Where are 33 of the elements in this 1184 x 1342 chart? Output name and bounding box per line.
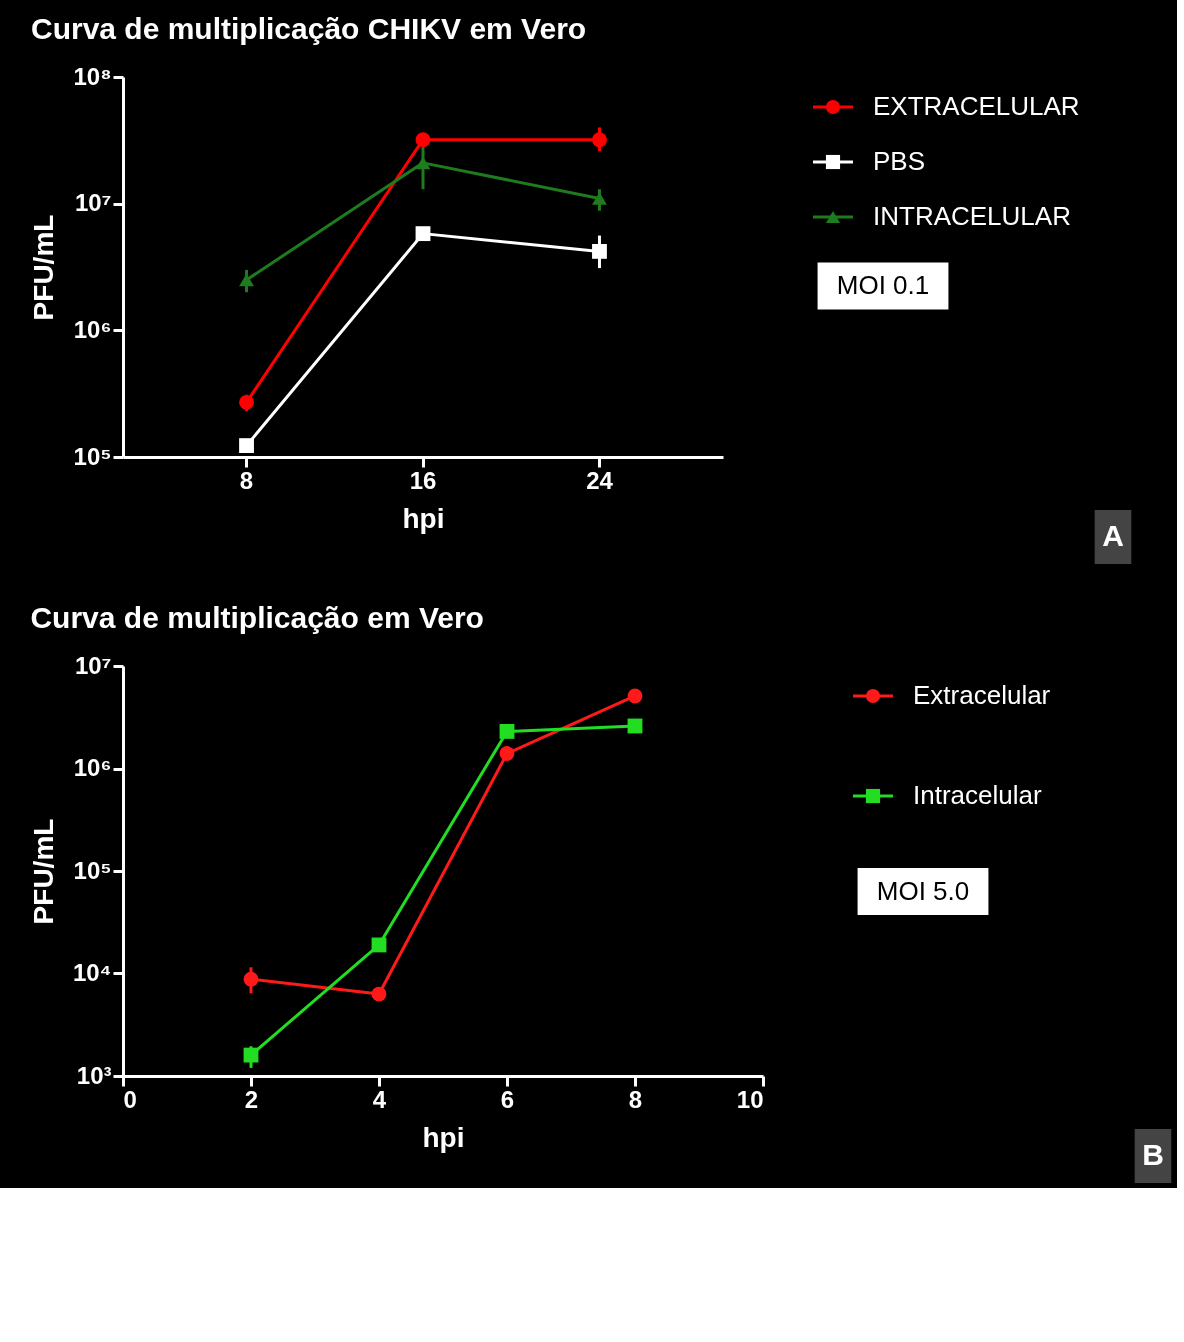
legend-label: INTRACELULAR xyxy=(873,201,1071,231)
y-tick-label: 10⁵ xyxy=(73,856,112,884)
legend-label: EXTRACELULAR xyxy=(873,91,1080,121)
y-tick-label: 10⁷ xyxy=(74,651,112,679)
legend-label: Extracelular xyxy=(913,680,1051,710)
x-tick-label: 0 xyxy=(123,1085,137,1113)
y-tick-label: 10⁴ xyxy=(72,959,112,986)
y-tick-label: 10⁵ xyxy=(73,442,112,470)
x-tick-label: 8 xyxy=(628,1085,643,1113)
y-tick-label: 10⁶ xyxy=(73,754,112,781)
x-tick-label: 2 xyxy=(244,1085,259,1113)
x-tick-label: 4 xyxy=(372,1085,387,1113)
text: MOI 5.0 xyxy=(876,875,970,906)
text: MOI 0.1 xyxy=(836,270,930,300)
y-axis-title: PFU/mL xyxy=(28,214,60,321)
x-tick-label: 6 xyxy=(500,1085,515,1113)
x-tick-label: 16 xyxy=(409,466,437,494)
legend-label: PBS xyxy=(873,146,926,176)
x-tick-label: 8 xyxy=(239,466,254,494)
x-axis-title: hpi xyxy=(422,1121,465,1153)
y-axis-title: PFU/mL xyxy=(27,818,59,925)
x-tick-label: 10 xyxy=(736,1085,764,1113)
legend-label: Intracelular xyxy=(913,780,1042,810)
y-tick-label: 10⁷ xyxy=(74,189,112,217)
x-axis-title: hpi xyxy=(402,502,445,534)
chart-title: Curva de multiplicação em Vero xyxy=(30,601,484,634)
y-tick-label: 10⁶ xyxy=(73,315,112,343)
x-tick-label: 24 xyxy=(586,466,614,494)
y-tick-label: 10⁸ xyxy=(73,62,112,90)
y-tick-label: 10³ xyxy=(76,1061,112,1089)
text: B xyxy=(1142,1138,1164,1171)
chart-title: Curva de multiplicação CHIKV em Vero xyxy=(30,12,587,45)
text: A xyxy=(1102,519,1124,552)
